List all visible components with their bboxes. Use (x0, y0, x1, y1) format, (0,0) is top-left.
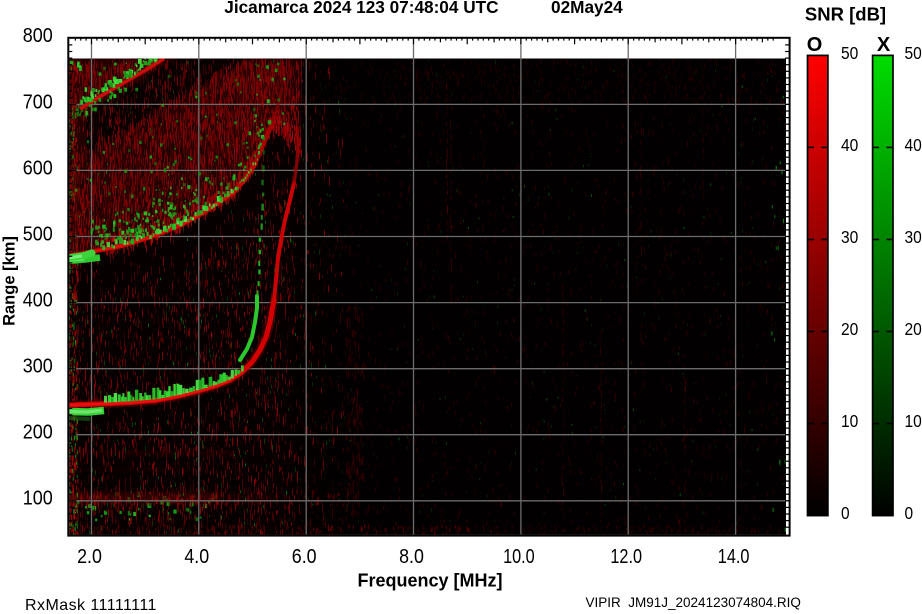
svg-text:500: 500 (23, 223, 53, 245)
svg-text:14.0: 14.0 (718, 546, 750, 568)
svg-text:20: 20 (841, 319, 859, 339)
svg-text:Range [km]: Range [km] (1, 236, 19, 326)
svg-text:800: 800 (23, 25, 53, 47)
svg-text:700: 700 (23, 91, 53, 113)
svg-text:8.0: 8.0 (399, 546, 424, 568)
svg-text:O: O (807, 34, 823, 56)
svg-text:200: 200 (23, 422, 53, 444)
svg-text:30: 30 (905, 227, 922, 247)
svg-text:100: 100 (23, 488, 53, 510)
svg-text:10: 10 (905, 411, 922, 431)
svg-text:0: 0 (841, 503, 850, 523)
svg-text:20: 20 (905, 319, 922, 339)
svg-text:RxMask 11111111: RxMask 11111111 (25, 597, 157, 614)
svg-text:SNR [dB]: SNR [dB] (805, 4, 886, 25)
svg-text:30: 30 (841, 227, 859, 247)
svg-text:300: 300 (23, 356, 53, 378)
svg-text:600: 600 (23, 157, 53, 179)
svg-text:2.0: 2.0 (77, 546, 102, 568)
svg-text:40: 40 (841, 135, 859, 155)
svg-text:12.0: 12.0 (610, 546, 642, 568)
svg-text:400: 400 (23, 290, 53, 312)
svg-text:Jicamarca 2024 123 07:48:04 UT: Jicamarca 2024 123 07:48:04 UTC 02May24 (224, 0, 623, 17)
svg-text:Frequency [MHz]: Frequency [MHz] (357, 571, 502, 591)
svg-text:VIPIR JM91J_2024123074804.RIQ: VIPIR JM91J_2024123074804.RIQ (586, 595, 801, 610)
svg-text:40: 40 (905, 135, 922, 155)
svg-text:10: 10 (841, 411, 859, 431)
svg-text:50: 50 (905, 43, 922, 63)
svg-text:10.0: 10.0 (503, 546, 535, 568)
svg-text:0: 0 (905, 503, 914, 523)
svg-text:6.0: 6.0 (292, 546, 317, 568)
svg-text:4.0: 4.0 (184, 546, 209, 568)
svg-text:X: X (877, 34, 891, 56)
svg-text:50: 50 (841, 43, 859, 63)
